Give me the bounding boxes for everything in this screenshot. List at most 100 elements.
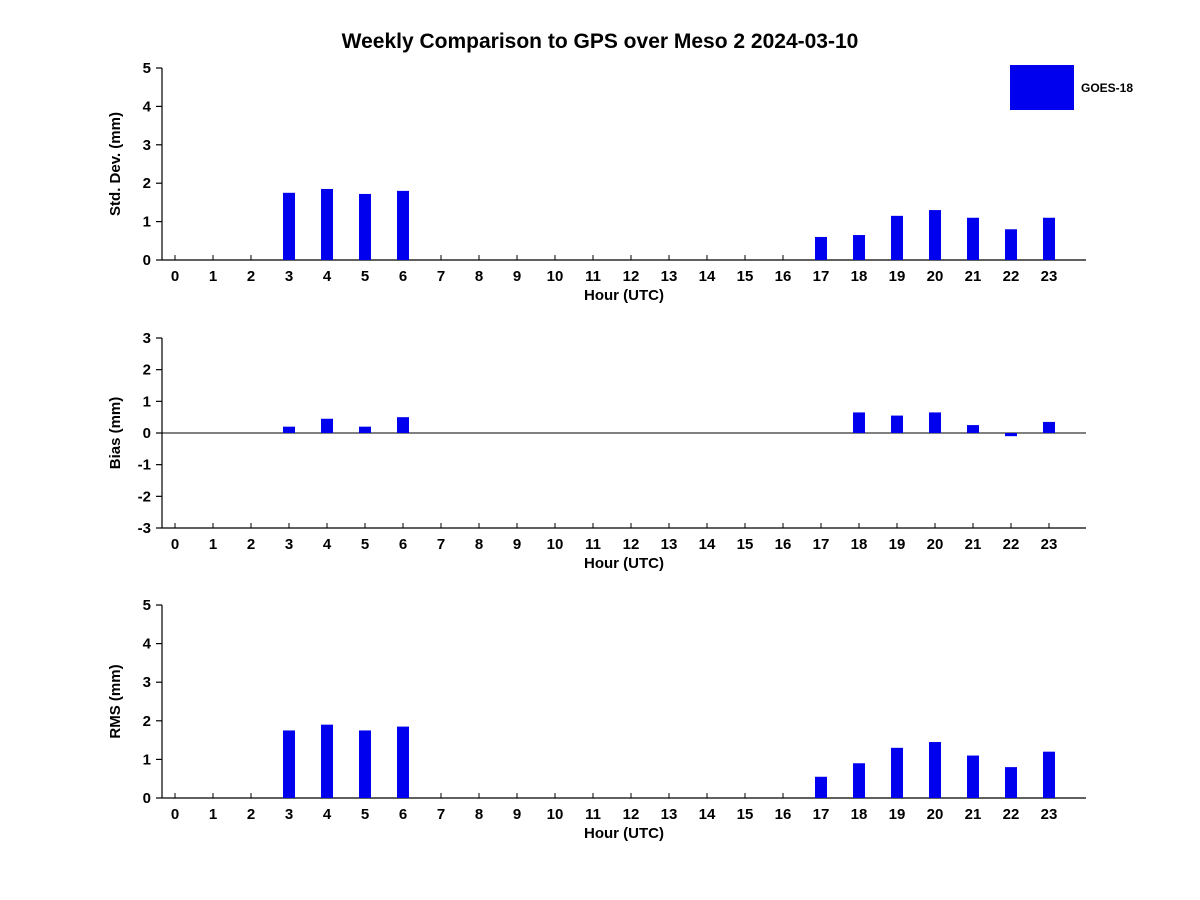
bar-h3 [283, 426, 295, 433]
x-tick-label: 16 [775, 806, 792, 823]
bar-h18 [853, 763, 865, 798]
bar-h4 [321, 188, 333, 260]
x-tick-label: 8 [475, 536, 483, 553]
y-tick-label: 3 [143, 330, 151, 347]
bar-h18 [853, 412, 865, 433]
y-tick-label: 3 [143, 137, 151, 154]
bar-h5 [359, 730, 371, 798]
x-tick-label: 17 [813, 536, 830, 553]
bar-h23 [1043, 751, 1055, 798]
bar-h17 [815, 776, 827, 798]
bar-h5 [359, 193, 371, 260]
y-axis-label: RMS (mm) [107, 664, 124, 738]
x-tick-label: 9 [513, 536, 521, 553]
x-tick-label: 3 [285, 536, 293, 553]
x-axis-label: Hour (UTC) [584, 287, 664, 304]
bar-h17 [815, 236, 827, 260]
x-tick-label: 2 [247, 268, 255, 285]
x-tick-label: 21 [965, 268, 982, 285]
x-tick-label: 9 [513, 268, 521, 285]
x-tick-label: 20 [927, 268, 944, 285]
bar-h23 [1043, 217, 1055, 260]
y-tick-label: 1 [143, 214, 151, 231]
x-tick-label: 19 [889, 536, 906, 553]
x-tick-label: 18 [851, 268, 868, 285]
x-tick-label: 20 [927, 806, 944, 823]
y-tick-label: 4 [143, 98, 152, 115]
x-tick-label: 11 [585, 536, 601, 553]
x-tick-label: 4 [323, 536, 332, 553]
x-tick-label: 22 [1003, 268, 1020, 285]
bar-h6 [397, 417, 409, 433]
y-tick-label: 2 [143, 713, 151, 730]
x-tick-label: 8 [475, 268, 483, 285]
x-tick-label: 14 [699, 536, 716, 553]
x-tick-label: 16 [775, 268, 792, 285]
x-tick-label: 5 [361, 268, 369, 285]
bar-h23 [1043, 421, 1055, 433]
x-tick-label: 14 [699, 268, 716, 285]
x-tick-label: 15 [737, 536, 754, 553]
x-tick-label: 1 [209, 268, 217, 285]
y-tick-label: -3 [138, 520, 151, 537]
x-tick-label: 6 [399, 806, 407, 823]
bar-h3 [283, 192, 295, 260]
x-tick-label: 20 [927, 536, 944, 553]
x-tick-label: 18 [851, 536, 868, 553]
x-tick-label: 13 [661, 268, 678, 285]
x-tick-label: 5 [361, 536, 369, 553]
y-tick-label: 5 [143, 597, 151, 614]
y-tick-label: -1 [138, 457, 151, 474]
bar-h19 [891, 415, 903, 433]
x-tick-label: 11 [585, 268, 601, 285]
y-tick-label: 0 [143, 252, 151, 269]
x-tick-label: 0 [171, 536, 179, 553]
x-tick-label: 18 [851, 806, 868, 823]
bar-h4 [321, 418, 333, 433]
y-tick-label: 2 [143, 362, 151, 379]
y-tick-label: 2 [143, 175, 151, 192]
x-tick-label: 17 [813, 268, 830, 285]
x-tick-label: 4 [323, 806, 332, 823]
x-axis-label: Hour (UTC) [584, 555, 664, 572]
y-tick-label: 0 [143, 790, 151, 807]
y-tick-label: 1 [143, 393, 151, 410]
x-tick-label: 10 [547, 536, 564, 553]
y-tick-label: 5 [143, 60, 151, 77]
y-tick-label: 0 [143, 425, 151, 442]
x-tick-label: 4 [323, 268, 332, 285]
x-tick-label: 15 [737, 268, 754, 285]
bar-h22 [1005, 229, 1017, 260]
bar-h22 [1005, 433, 1017, 437]
x-tick-label: 14 [699, 806, 716, 823]
bar-h3 [283, 730, 295, 798]
x-tick-label: 19 [889, 806, 906, 823]
x-tick-label: 11 [585, 806, 601, 823]
x-tick-label: 1 [209, 536, 217, 553]
y-tick-label: 1 [143, 751, 151, 768]
x-tick-label: 1 [209, 806, 217, 823]
x-tick-label: 0 [171, 268, 179, 285]
x-axis-label: Hour (UTC) [584, 825, 664, 842]
bar-h19 [891, 215, 903, 260]
x-tick-label: 9 [513, 806, 521, 823]
x-tick-label: 22 [1003, 536, 1020, 553]
bar-h20 [929, 412, 941, 433]
figure-title: Weekly Comparison to GPS over Meso 2 202… [341, 30, 859, 53]
legend-label: GOES-18 [1081, 80, 1134, 95]
bar-h19 [891, 747, 903, 798]
bar-h5 [359, 426, 371, 433]
x-tick-label: 12 [623, 536, 640, 553]
x-tick-label: 2 [247, 806, 255, 823]
bar-h21 [967, 425, 979, 433]
x-tick-label: 0 [171, 806, 179, 823]
x-tick-label: 13 [661, 536, 678, 553]
x-tick-label: 5 [361, 806, 369, 823]
y-tick-label: 4 [143, 636, 152, 653]
x-tick-label: 17 [813, 806, 830, 823]
x-tick-label: 7 [437, 806, 445, 823]
x-tick-label: 16 [775, 536, 792, 553]
